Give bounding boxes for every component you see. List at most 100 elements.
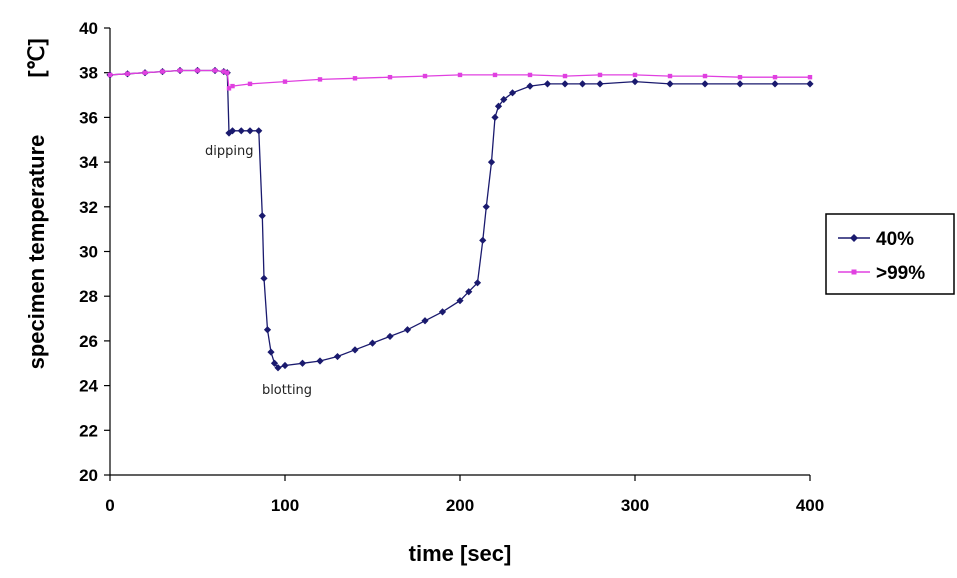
x-axis-ticks: 0 100 200 300 400 [105, 475, 824, 515]
data-point [526, 82, 534, 90]
data-point [702, 73, 708, 79]
data-point [386, 332, 394, 341]
data-point [352, 76, 358, 81]
y-tick-label: 40 [79, 19, 98, 38]
data-point [255, 127, 263, 135]
y-axis-title: specimen temperature [24, 135, 49, 370]
series-line [109, 69, 810, 90]
data-point [562, 73, 568, 79]
y-axis-unit: [℃] [24, 38, 49, 77]
data-point [701, 80, 709, 88]
y-tick-label: 22 [79, 421, 98, 440]
data-point [491, 113, 499, 121]
x-tick-label: 100 [271, 496, 299, 515]
data-point [596, 80, 604, 88]
data-point [457, 72, 463, 78]
series-layer [106, 66, 814, 372]
data-point [212, 68, 218, 73]
data-point [736, 80, 744, 88]
data-point [333, 352, 342, 361]
data-point [282, 79, 288, 84]
data-point [221, 69, 226, 74]
data-point [230, 83, 235, 89]
data-point [479, 236, 487, 244]
data-point [160, 69, 165, 74]
legend-marker [850, 234, 858, 242]
data-point [543, 80, 552, 88]
data-point [771, 80, 779, 88]
plot-area [110, 28, 810, 475]
y-tick-label: 38 [79, 64, 98, 83]
y-axis-ticks: 20 22 24 26 28 30 32 34 36 38 40 [79, 19, 110, 485]
data-point [597, 72, 603, 78]
data-point [246, 127, 254, 135]
legend-label: 40% [876, 229, 914, 250]
annotation-label: blotting [262, 383, 312, 398]
data-point [492, 72, 498, 78]
data-point [298, 359, 307, 367]
data-point [631, 78, 639, 86]
data-point [237, 127, 245, 135]
legend-label: >99% [876, 263, 925, 284]
x-axis-title: time [sec] [409, 541, 512, 566]
legend: 40% >99% [825, 213, 955, 295]
y-tick-label: 30 [79, 243, 98, 262]
data-point [258, 212, 266, 220]
y-tick-label: 28 [79, 287, 98, 306]
data-point [487, 158, 496, 166]
data-point [508, 89, 517, 97]
data-point [281, 361, 289, 370]
data-point [482, 203, 490, 211]
data-point [422, 73, 428, 79]
data-point [142, 70, 148, 75]
data-point [421, 317, 429, 325]
x-tick-label: 0 [105, 496, 114, 515]
data-point [177, 68, 183, 73]
data-point [107, 72, 113, 78]
data-point [666, 80, 674, 88]
data-point [317, 77, 323, 82]
data-point [465, 288, 473, 296]
y-tick-label: 36 [79, 108, 98, 127]
data-point [807, 74, 813, 80]
data-point [226, 86, 232, 91]
data-point [316, 357, 324, 365]
y-tick-label: 26 [79, 332, 98, 351]
x-tick-label: 300 [621, 496, 649, 515]
data-point [494, 102, 503, 110]
data-point [125, 71, 130, 77]
data-point [274, 364, 282, 372]
data-point [195, 68, 200, 73]
y-tick-label: 34 [79, 153, 98, 172]
series-2 [107, 68, 813, 91]
data-point [438, 308, 447, 316]
data-point [351, 346, 359, 354]
annotation-label: dipping [205, 144, 253, 159]
data-point [632, 72, 638, 78]
data-point [737, 74, 743, 80]
data-point [806, 80, 814, 88]
data-point [247, 81, 253, 87]
data-point [368, 339, 377, 347]
data-point [260, 274, 268, 282]
y-tick-label: 24 [79, 377, 98, 396]
data-point [263, 326, 272, 334]
data-point [267, 348, 275, 356]
data-point [228, 127, 237, 135]
y-tick-label: 32 [79, 198, 98, 217]
data-point [500, 95, 508, 104]
x-tick-label: 400 [796, 496, 824, 515]
data-point [578, 80, 587, 88]
data-point [387, 74, 393, 80]
x-tick-label: 200 [446, 496, 474, 515]
annotations: dipping blotting [205, 144, 312, 398]
data-point [561, 80, 569, 88]
data-point [225, 70, 230, 75]
legend-box [825, 213, 955, 295]
data-point [403, 326, 412, 334]
legend-marker [851, 269, 857, 275]
data-point [270, 359, 279, 367]
data-point [667, 73, 673, 79]
